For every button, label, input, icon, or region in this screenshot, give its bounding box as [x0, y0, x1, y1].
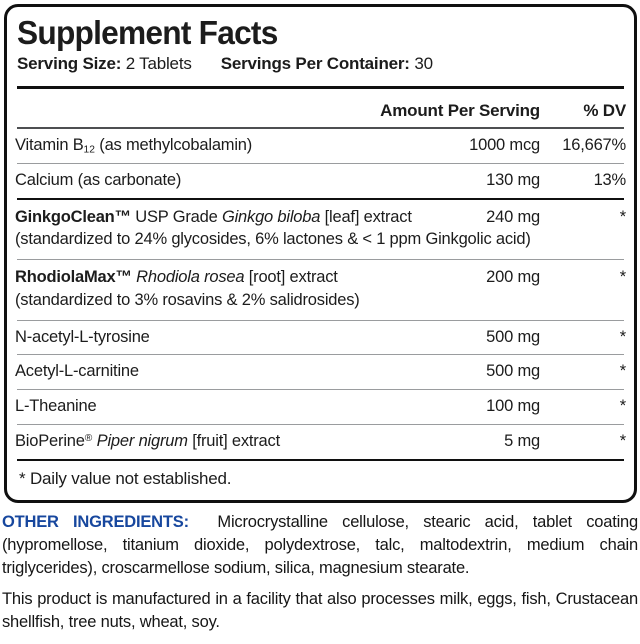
ingredient-name: N-acetyl-L-tyrosine	[15, 327, 150, 346]
ingredient-name: RhodiolaMax™ Rhodiola rosea [root] extra…	[15, 268, 338, 287]
other-ingredients-label: OTHER INGREDIENTS:	[2, 512, 189, 531]
divider-thin	[17, 354, 624, 356]
serving-info: Serving Size: 2 Tablets Servings Per Con…	[17, 54, 624, 74]
standardization-note: (standardized to 24% glycosides, 6% lact…	[15, 230, 531, 249]
panel-title: Supplement Facts	[17, 14, 278, 51]
serving-size-label: Serving Size:	[17, 54, 122, 73]
dv-value: *	[619, 327, 626, 346]
ingredient-name: Vitamin B12 (as methylcobalamin)	[15, 136, 253, 156]
amount-value: 5 mg	[504, 431, 540, 450]
amount-value: 100 mg	[486, 397, 540, 416]
divider-thick	[17, 86, 624, 89]
dv-value: 13%	[593, 170, 627, 189]
table-row: N-acetyl-L-tyrosine 500 mg *	[15, 321, 626, 355]
column-headers: Amount Per Serving % DV	[15, 89, 626, 127]
subscript: 12	[83, 144, 95, 156]
ingredient-name: Acetyl-L-carnitine	[15, 362, 139, 381]
trademark-symbol: ™	[115, 268, 132, 287]
allergen-statement: This product is manufactured in a facili…	[2, 589, 638, 632]
table-row: Calcium (as carbonate) 130 mg 13%	[15, 164, 626, 198]
dv-value: *	[619, 362, 626, 381]
standardization-note: (standardized to 3% rosavins & 2% salidr…	[15, 290, 360, 309]
servings-per-container-label: Servings Per Container:	[220, 54, 410, 73]
registered-symbol: ®	[84, 432, 93, 444]
supplement-facts-panel: Supplement Facts Serving Size: 2 Tablets…	[4, 4, 637, 503]
amount-value: 500 mg	[486, 327, 540, 346]
ingredient-name: Calcium (as carbonate)	[15, 170, 182, 189]
other-ingredients-paragraph: OTHER INGREDIENTS: Microcrystalline cell…	[2, 511, 638, 580]
table-row: BioPerine® Piper nigrum [fruit] extract …	[15, 425, 626, 459]
dv-value: 16,667%	[562, 136, 626, 154]
other-ingredients-text: Microcrystalline cellulose, stearic acid…	[2, 512, 638, 577]
divider-thin	[17, 162, 624, 164]
divider-thin	[17, 389, 624, 391]
divider-thin	[17, 259, 624, 261]
table-row: GinkgoClean™ USP Grade Ginkgo biloba [le…	[15, 200, 626, 260]
ingredient-name: GinkgoClean™ USP Grade Ginkgo biloba [le…	[15, 207, 412, 226]
divider-thin	[17, 423, 624, 425]
amount-value: 500 mg	[486, 362, 540, 381]
amount-value: 130 mg	[486, 170, 540, 189]
table-row: Acetyl-L-carnitine 500 mg *	[15, 355, 626, 389]
dv-value: *	[619, 207, 626, 226]
dv-column-header: % DV	[583, 101, 626, 120]
amount-value: 200 mg	[486, 268, 540, 287]
dv-value: *	[619, 431, 626, 450]
table-row: Vitamin B12 (as methylcobalamin) 1000 mc…	[15, 129, 626, 163]
table-row: L-Theanine 100 mg *	[15, 390, 626, 424]
servings-per-container-value: 30	[414, 54, 433, 73]
divider-medium	[17, 127, 624, 129]
ingredient-name: BioPerine® Piper nigrum [fruit] extract	[15, 431, 280, 450]
dv-value: *	[619, 268, 626, 287]
dv-value: *	[619, 397, 626, 416]
ingredient-name: L-Theanine	[15, 397, 97, 416]
trademark-symbol: ™	[114, 207, 132, 226]
amount-value: 240 mg	[486, 207, 540, 226]
divider-thin	[17, 319, 624, 321]
divider-black	[17, 458, 624, 461]
amount-column-header: Amount Per Serving	[380, 101, 540, 120]
divider-black	[17, 197, 624, 200]
amount-value: 1000 mcg	[469, 136, 540, 154]
serving-size-value: 2 Tablets	[125, 54, 192, 73]
daily-value-footnote: * Daily value not established.	[19, 468, 232, 488]
table-row: RhodiolaMax™ Rhodiola rosea [root] extra…	[15, 260, 626, 320]
